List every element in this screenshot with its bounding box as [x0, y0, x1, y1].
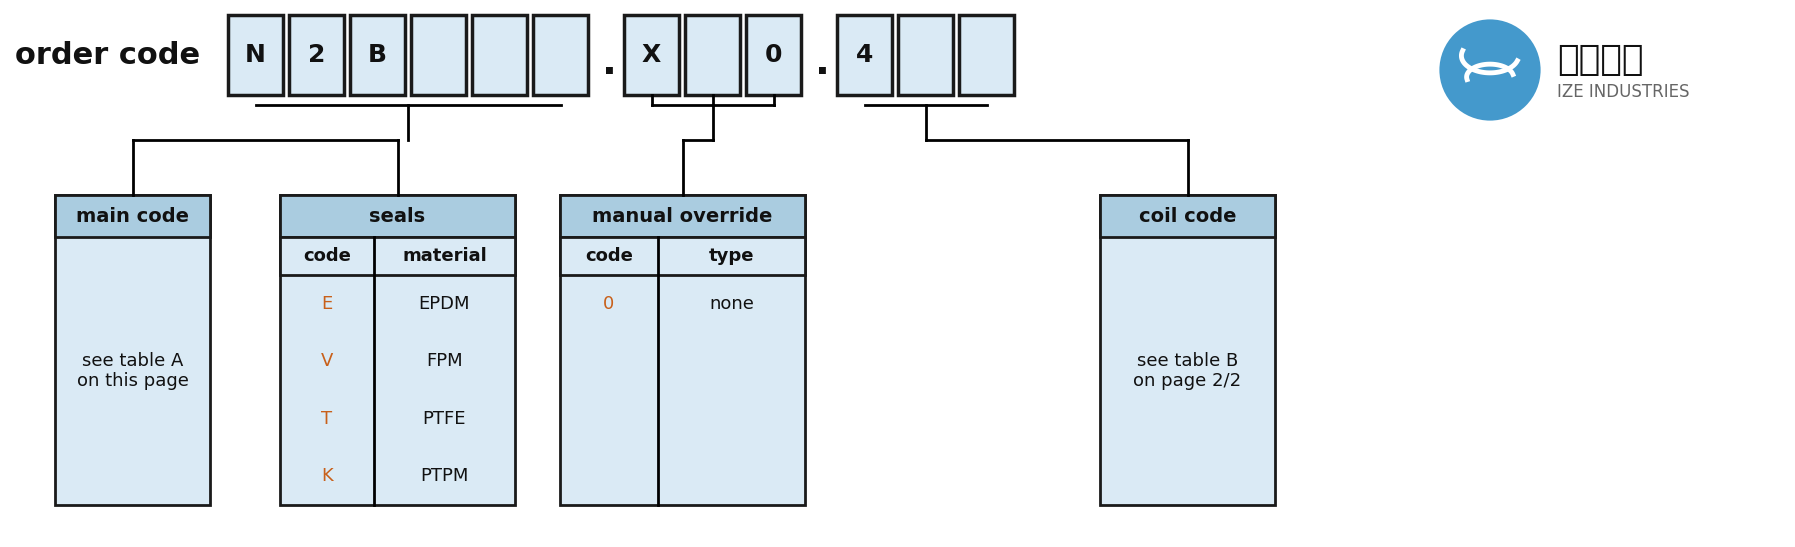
Bar — [1100, 195, 1274, 237]
Circle shape — [1438, 18, 1542, 122]
Bar — [836, 15, 892, 95]
Bar — [560, 195, 804, 505]
Bar — [228, 15, 284, 95]
Bar — [280, 237, 515, 275]
Text: FPM: FPM — [425, 352, 463, 370]
Text: material: material — [402, 247, 486, 265]
Text: B: B — [368, 43, 388, 67]
Text: see table B
on page 2/2: see table B on page 2/2 — [1133, 352, 1242, 391]
Text: PTPM: PTPM — [420, 467, 468, 485]
Text: main code: main code — [75, 207, 188, 225]
Bar — [280, 195, 515, 237]
Text: see table A
on this page: see table A on this page — [77, 352, 188, 391]
Text: N: N — [246, 43, 266, 67]
Text: T: T — [321, 410, 332, 428]
Text: 4: 4 — [856, 43, 872, 67]
Bar — [289, 15, 345, 95]
Bar — [56, 195, 210, 237]
Text: K: K — [321, 467, 332, 485]
Text: 0: 0 — [765, 43, 783, 67]
Bar — [533, 15, 589, 95]
Bar — [350, 15, 406, 95]
Text: E: E — [321, 295, 332, 313]
Text: EPDM: EPDM — [418, 295, 470, 313]
Text: code: code — [585, 247, 634, 265]
Text: X: X — [643, 43, 661, 67]
Text: IZE INDUSTRIES: IZE INDUSTRIES — [1556, 83, 1689, 101]
Text: PTFE: PTFE — [424, 410, 467, 428]
Bar — [560, 195, 804, 237]
Text: 2: 2 — [307, 43, 325, 67]
Bar — [280, 195, 515, 505]
Text: 爱泽工业: 爱泽工业 — [1556, 43, 1644, 77]
Text: seals: seals — [370, 207, 425, 225]
Bar — [411, 15, 467, 95]
Bar — [747, 15, 801, 95]
Text: .: . — [815, 44, 829, 82]
Text: type: type — [709, 247, 754, 265]
Text: order code: order code — [14, 40, 199, 69]
Text: 0: 0 — [603, 295, 614, 313]
Bar — [560, 237, 804, 275]
Text: none: none — [709, 295, 754, 313]
Bar — [686, 15, 740, 95]
Bar — [625, 15, 679, 95]
Bar — [56, 195, 210, 505]
Text: manual override: manual override — [592, 207, 772, 225]
Text: V: V — [321, 352, 334, 370]
Text: .: . — [601, 44, 616, 82]
Bar — [898, 15, 953, 95]
Bar — [959, 15, 1014, 95]
Bar — [472, 15, 528, 95]
Text: code: code — [303, 247, 352, 265]
Text: coil code: coil code — [1138, 207, 1237, 225]
Bar — [1100, 195, 1274, 505]
